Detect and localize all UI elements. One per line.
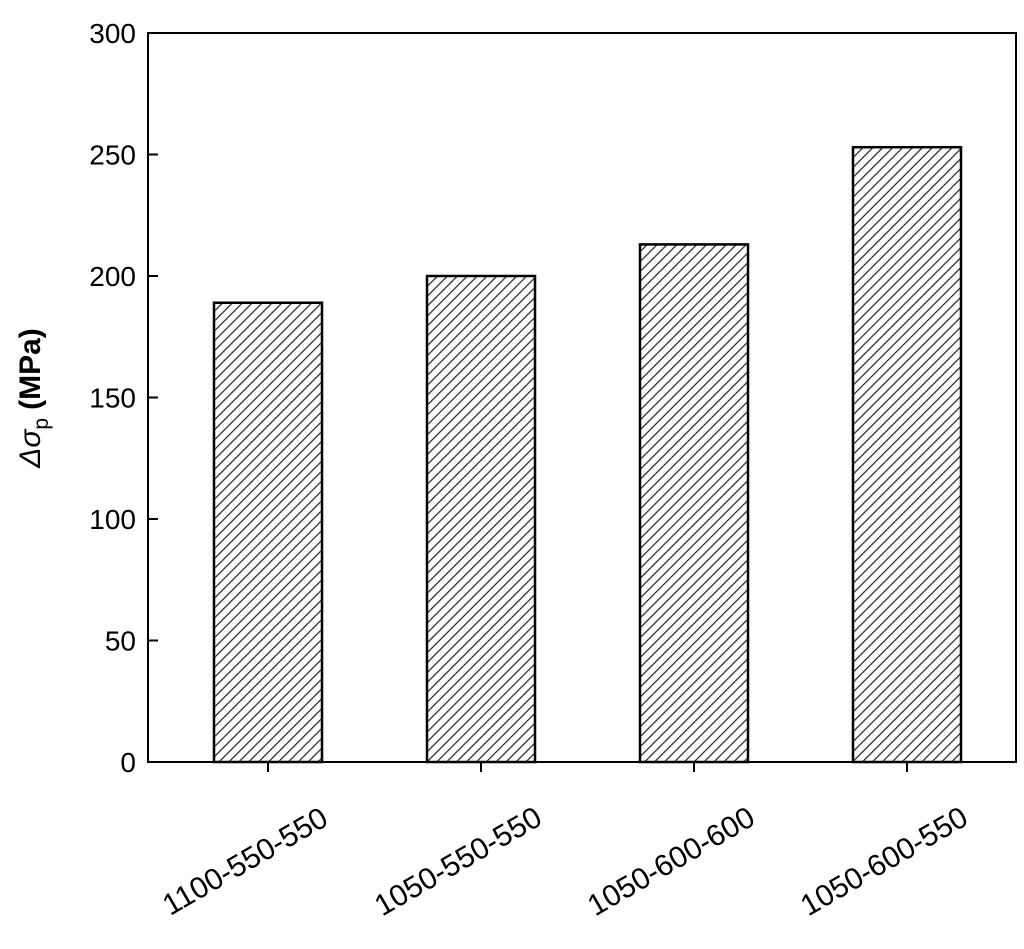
y-label-subscript: p [30,418,53,430]
bar [425,274,537,764]
y-tick-label: 100 [89,504,136,535]
y-tick-label: 200 [89,261,136,292]
x-tick-label: 1050-550-550 [369,801,547,923]
bar [212,301,324,764]
y-label-symbol: Δσ [14,428,47,469]
y-tick-label: 50 [105,626,136,657]
x-tick-label: 1100-550-550 [157,801,333,922]
x-tick-label: 1050-600-600 [582,801,760,923]
y-tick-label: 0 [120,747,136,778]
x-tick-label: 1050-600-550 [795,801,973,923]
y-label-unit: (MPa) [14,328,47,410]
bar [638,243,750,764]
y-tick-label: 150 [89,383,136,414]
y-axis-label: Δσp (MPa) [14,328,53,469]
bar [851,145,963,764]
y-tick-label: 300 [89,18,136,49]
y-tick-label: 250 [89,140,136,171]
